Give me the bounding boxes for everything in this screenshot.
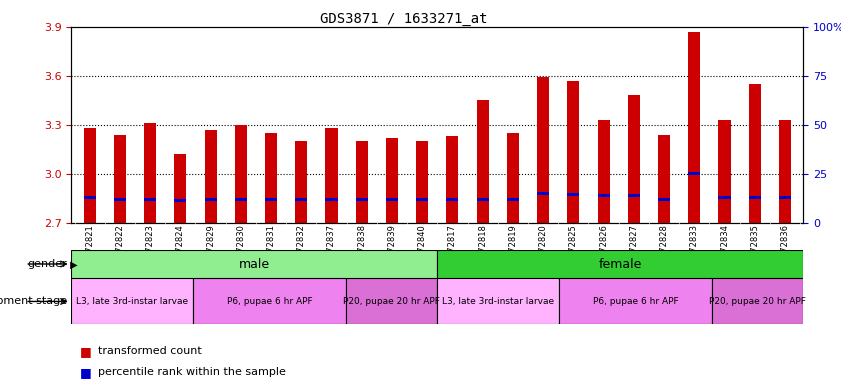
Bar [559,278,711,324]
Bar [658,134,670,223]
Text: GSM572837: GSM572837 [327,224,336,275]
Bar [711,278,803,324]
Bar [779,120,791,223]
Text: percentile rank within the sample: percentile rank within the sample [98,367,286,377]
Bar [295,141,307,223]
Text: GSM572824: GSM572824 [176,224,185,275]
Bar [568,81,579,223]
Text: P6, pupae 6 hr APF: P6, pupae 6 hr APF [593,297,679,306]
Text: transformed count: transformed count [98,346,202,356]
Bar [568,193,579,195]
Text: GSM572834: GSM572834 [720,224,729,275]
Text: GSM572819: GSM572819 [509,224,517,275]
Text: P6, pupae 6 hr APF: P6, pupae 6 hr APF [227,297,313,306]
Text: male: male [239,258,270,270]
Text: GDS3871 / 1633271_at: GDS3871 / 1633271_at [320,12,488,25]
Bar [204,198,217,200]
Bar [447,198,458,200]
Text: GSM572832: GSM572832 [297,224,306,275]
Bar [416,198,428,200]
Bar [144,123,156,223]
Text: GSM572829: GSM572829 [206,224,215,275]
Text: GSM572838: GSM572838 [357,224,366,275]
Bar [627,95,640,223]
Text: GSM572826: GSM572826 [599,224,608,275]
Bar [193,278,346,324]
Text: P20, pupae 20 hr APF: P20, pupae 20 hr APF [709,297,806,306]
Bar [114,134,126,223]
Text: GSM572827: GSM572827 [629,224,638,275]
Text: ■: ■ [80,345,92,358]
Bar [174,154,187,223]
Bar [507,133,519,223]
Text: GSM572823: GSM572823 [145,224,155,275]
Bar [627,194,640,197]
Bar [447,136,458,223]
Bar [779,196,791,199]
Bar [265,198,277,200]
Bar [144,199,156,201]
Text: GSM572839: GSM572839 [388,224,396,275]
Bar [204,130,217,223]
Bar [718,120,731,223]
Bar [748,84,761,223]
Bar [598,120,610,223]
Bar [295,198,307,200]
Text: L3, late 3rd-instar larvae: L3, late 3rd-instar larvae [77,297,188,306]
Bar [437,250,803,278]
Bar [114,198,126,200]
Text: GSM572833: GSM572833 [690,224,699,275]
Text: GSM572835: GSM572835 [750,224,759,275]
Text: GSM572830: GSM572830 [236,224,246,275]
Bar [748,196,761,199]
Text: GSM572822: GSM572822 [115,224,124,275]
Bar [416,141,428,223]
Bar [688,32,701,223]
Bar [71,278,193,324]
Bar [346,278,437,324]
Text: L3, late 3rd-instar larvae: L3, late 3rd-instar larvae [442,297,554,306]
Bar [325,128,337,223]
Bar [658,198,670,200]
Text: development stage: development stage [0,296,67,306]
Text: female: female [599,258,642,270]
Bar [174,199,187,202]
Text: GSM572828: GSM572828 [659,224,669,275]
Text: GSM572818: GSM572818 [479,224,487,275]
Bar [437,278,559,324]
Text: gender: gender [28,259,67,269]
Text: GSM572831: GSM572831 [267,224,276,275]
Bar [71,250,437,278]
Bar [235,198,247,200]
Bar [235,125,247,223]
Bar [477,198,489,200]
Bar [537,192,549,195]
Text: GSM572836: GSM572836 [780,224,790,275]
Bar [688,172,701,175]
Text: GSM572821: GSM572821 [85,224,94,275]
Bar [507,198,519,200]
Bar [386,198,398,200]
Text: GSM572820: GSM572820 [538,224,547,275]
Bar [537,78,549,223]
Bar [265,133,277,223]
Bar [83,128,96,223]
Text: GSM572840: GSM572840 [418,224,426,275]
Text: ■: ■ [80,366,92,379]
Text: ▶: ▶ [67,259,78,270]
Bar [386,138,398,223]
Text: GSM572825: GSM572825 [569,224,578,275]
Bar [356,141,368,223]
Bar [718,196,731,199]
Text: GSM572817: GSM572817 [448,224,457,275]
Bar [598,194,610,197]
Bar [356,199,368,201]
Bar [325,198,337,200]
Text: P20, pupae 20 hr APF: P20, pupae 20 hr APF [343,297,440,306]
Bar [83,196,96,199]
Bar [477,100,489,223]
